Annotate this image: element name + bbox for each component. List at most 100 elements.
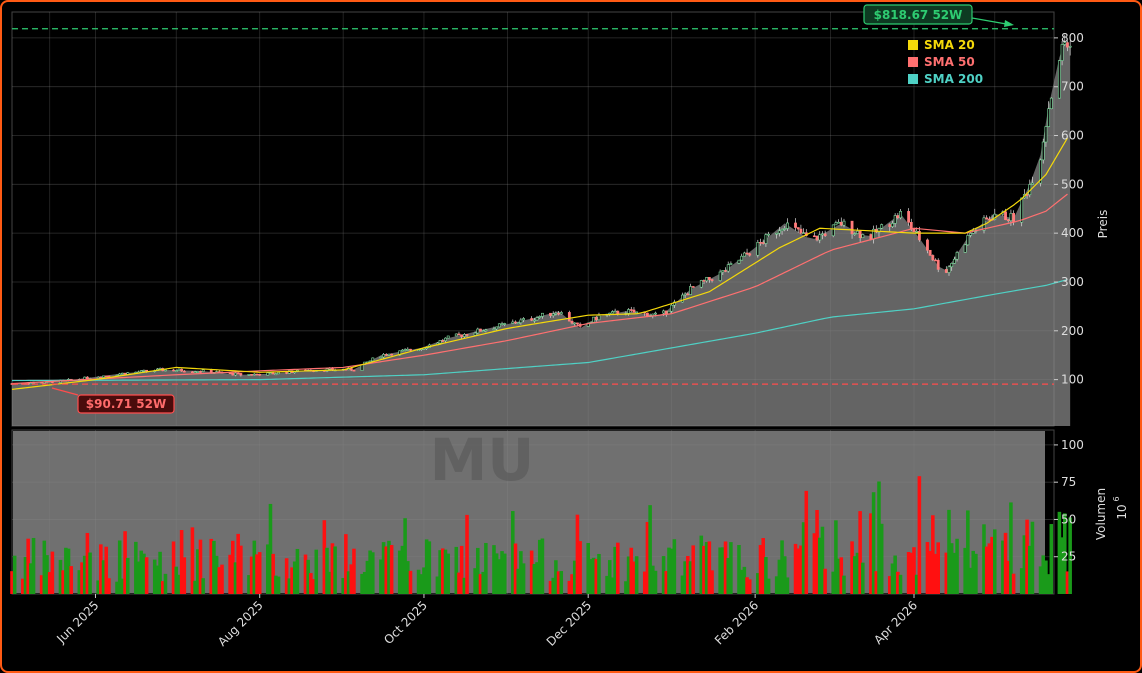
candle-body bbox=[969, 233, 972, 236]
candle-body bbox=[532, 319, 536, 322]
volume-bar bbox=[177, 574, 181, 594]
volume-bar bbox=[944, 552, 949, 594]
candle-body bbox=[139, 370, 143, 373]
volume-bar bbox=[400, 545, 405, 594]
candle-body bbox=[473, 332, 477, 336]
candle-body bbox=[190, 371, 194, 374]
candle-body bbox=[729, 263, 733, 265]
candle-body bbox=[164, 369, 167, 372]
volume-bar bbox=[397, 550, 402, 594]
candle-body bbox=[570, 320, 574, 324]
x-tick-label: Jun 2025 bbox=[53, 598, 101, 646]
volume-bar bbox=[653, 570, 658, 594]
candle-body bbox=[258, 373, 262, 376]
candle-body bbox=[931, 255, 935, 261]
volume-bar bbox=[966, 510, 970, 594]
volume-bar bbox=[642, 571, 647, 594]
volume-panel: MU bbox=[10, 426, 1072, 595]
volume-bar bbox=[780, 540, 784, 594]
volume-bar bbox=[158, 551, 162, 594]
volume-bar bbox=[333, 546, 337, 594]
volume-bar bbox=[497, 559, 502, 594]
volume-bar bbox=[667, 547, 671, 594]
volume-bar bbox=[441, 548, 445, 594]
volume-bar bbox=[115, 581, 119, 594]
volume-bar bbox=[597, 553, 601, 594]
volume-bar bbox=[761, 538, 765, 594]
candle-body bbox=[936, 259, 940, 270]
high-52w-label: $818.67 52W bbox=[874, 8, 963, 22]
candle-body bbox=[196, 371, 200, 373]
candle-body bbox=[850, 220, 854, 235]
low-52w-badge bbox=[77, 394, 175, 414]
volume-bar bbox=[1044, 560, 1048, 594]
volume-bar bbox=[852, 556, 857, 594]
volume-bar bbox=[325, 547, 329, 594]
candle-body bbox=[1068, 45, 1072, 48]
volume-bar bbox=[446, 553, 450, 594]
candle-body bbox=[142, 369, 146, 372]
volume-bar bbox=[123, 531, 127, 594]
candle-body bbox=[745, 252, 749, 255]
candle-body bbox=[947, 266, 951, 273]
candle-body bbox=[567, 312, 571, 322]
legend-label: SMA 20 bbox=[924, 38, 975, 52]
volume-bar bbox=[155, 565, 160, 594]
volume-bar bbox=[796, 548, 800, 594]
volume-bar bbox=[917, 476, 922, 594]
candle-body bbox=[899, 211, 902, 219]
volume-bar bbox=[217, 567, 222, 594]
volume-bar bbox=[29, 563, 33, 594]
volume-bar bbox=[408, 570, 413, 594]
volume-bar bbox=[134, 541, 138, 594]
volume-bar bbox=[936, 542, 940, 594]
candle-body bbox=[821, 233, 824, 236]
candle-body bbox=[573, 322, 577, 325]
volume-bar bbox=[548, 580, 553, 594]
volume-bar bbox=[871, 492, 876, 594]
volume-bar bbox=[494, 553, 499, 594]
candle-body bbox=[382, 354, 385, 358]
candle-body bbox=[177, 368, 181, 371]
volume-bar bbox=[723, 541, 728, 594]
volume-bar bbox=[193, 580, 197, 594]
candle-body bbox=[756, 242, 760, 256]
volume-bar bbox=[212, 540, 216, 594]
volume-bar bbox=[766, 578, 771, 594]
volume-bar bbox=[142, 553, 146, 594]
volume-bar bbox=[521, 563, 526, 594]
candle-body bbox=[627, 309, 630, 314]
volume-bar bbox=[161, 581, 165, 594]
volume-bar bbox=[284, 558, 289, 594]
volume-bar bbox=[605, 575, 609, 594]
volume-tick-label: 75 bbox=[1061, 475, 1076, 489]
volume-bar bbox=[492, 545, 496, 594]
volume-bar bbox=[96, 580, 100, 594]
volume-bar bbox=[459, 545, 464, 594]
candle-body bbox=[632, 309, 636, 313]
volume-bar bbox=[196, 549, 200, 594]
candle-body bbox=[104, 375, 108, 378]
volume-bar bbox=[855, 552, 860, 594]
candle-body bbox=[118, 373, 122, 376]
candle-body bbox=[441, 340, 445, 342]
volume-bar bbox=[252, 540, 257, 594]
volume-bar bbox=[276, 576, 281, 594]
volume-bar bbox=[1011, 573, 1016, 594]
volume-bar bbox=[874, 571, 879, 594]
volume-bar bbox=[613, 546, 617, 594]
volume-bar bbox=[737, 545, 741, 594]
volume-bar bbox=[311, 579, 316, 594]
volume-bar bbox=[610, 577, 615, 594]
high-52w-badge bbox=[863, 4, 973, 25]
x-tick-label: Oct 2025 bbox=[381, 598, 430, 647]
candle-body bbox=[934, 259, 937, 262]
candle-body bbox=[444, 337, 447, 342]
volume-bar bbox=[31, 537, 36, 594]
volume-bar bbox=[473, 568, 477, 594]
candle-body bbox=[909, 221, 913, 230]
volume-bar bbox=[454, 546, 459, 594]
volume-bar bbox=[39, 575, 44, 594]
candle-body bbox=[670, 304, 674, 312]
